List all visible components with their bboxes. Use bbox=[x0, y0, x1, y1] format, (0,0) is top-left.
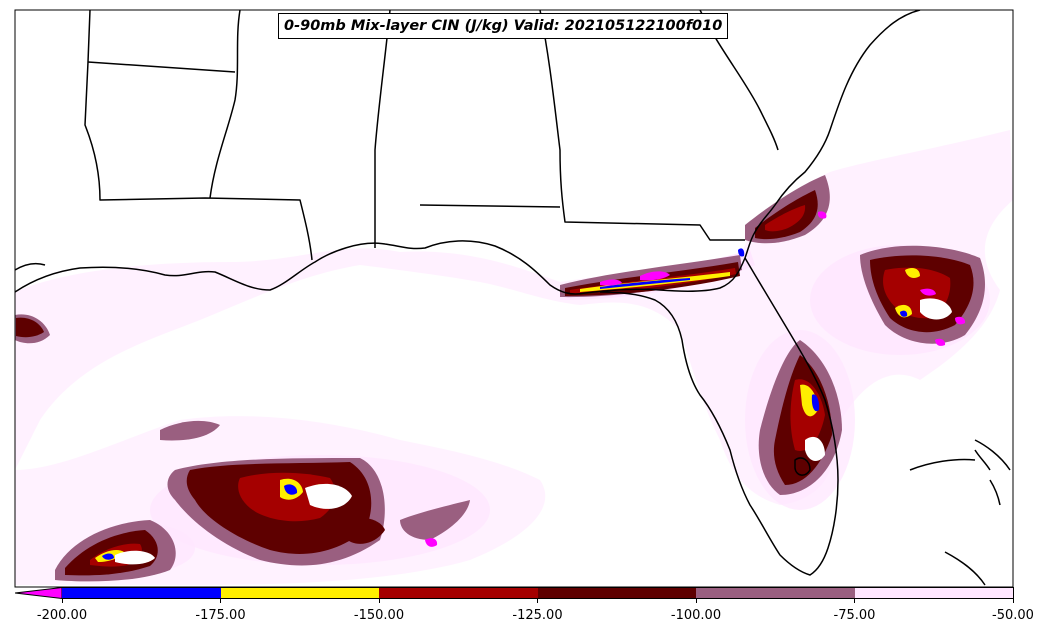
map-title: 0-90mb Mix-layer CIN (J/kg) Valid: 20210… bbox=[278, 13, 729, 39]
state-border-ga-sc bbox=[699, 10, 779, 151]
colorbar-tick bbox=[378, 599, 380, 603]
colorbar-segment bbox=[62, 587, 221, 599]
state-border-fl-al bbox=[419, 204, 561, 208]
colorbar bbox=[15, 587, 1014, 599]
cin-field-blue bbox=[102, 248, 908, 560]
colorbar-extend-triangle bbox=[15, 587, 62, 599]
colorbar-segment bbox=[696, 587, 855, 599]
colorbar-tick-label: -200.00 bbox=[36, 608, 88, 623]
florida-coastline bbox=[599, 257, 839, 576]
colorbar-tick-label: -50.00 bbox=[992, 608, 1034, 623]
colorbar-segment bbox=[854, 587, 1014, 599]
colorbar-tick bbox=[1012, 599, 1014, 603]
colorbar-tick bbox=[854, 599, 855, 603]
cin-field-magenta bbox=[425, 211, 966, 547]
colorbar-tick bbox=[537, 599, 538, 603]
colorbar-tick-label: -75.00 bbox=[833, 608, 876, 623]
colorbar-segment bbox=[379, 587, 538, 599]
colorbar-segment bbox=[537, 587, 697, 599]
colorbar-tick-label: -100.00 bbox=[670, 608, 722, 623]
cin-field-holes bbox=[115, 298, 952, 565]
colorbar-tick-label: -125.00 bbox=[512, 608, 563, 623]
state-border-ar-la bbox=[87, 61, 236, 73]
colorbar-tick bbox=[695, 599, 697, 603]
state-border-ms-al bbox=[209, 10, 241, 199]
lake-okeechobee bbox=[794, 457, 811, 476]
bahamas-islands bbox=[974, 449, 1001, 506]
colorbar-tick-label: -150.00 bbox=[353, 608, 405, 623]
colorbar-tick-label: -175.00 bbox=[195, 608, 246, 623]
cuba-coast bbox=[909, 439, 1011, 586]
colorbar-tick bbox=[220, 599, 221, 603]
tx-coast bbox=[15, 262, 46, 271]
colorbar-segment bbox=[220, 587, 380, 599]
colorbar-tick bbox=[61, 599, 63, 603]
state-border-la-ms bbox=[84, 10, 313, 261]
state-border-al-ga bbox=[539, 10, 745, 241]
gulf-coastline bbox=[15, 10, 921, 295]
